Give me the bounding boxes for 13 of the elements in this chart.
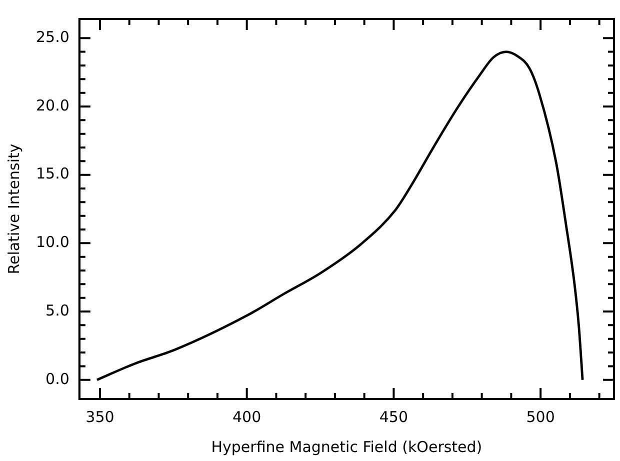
y-axis-title: Relative Intensity	[4, 144, 23, 274]
y-tick-label: 5.0	[46, 301, 70, 320]
y-tick-label: 15.0	[36, 164, 70, 183]
x-axis-title: Hyperfine Magnetic Field (kOersted)	[211, 438, 482, 456]
line-series	[96, 50, 584, 382]
y-tick-label: 10.0	[36, 233, 70, 252]
x-tick-label: 350	[86, 408, 114, 426]
x-tick-label: 450	[379, 408, 408, 426]
x-tick-label: 500	[526, 408, 555, 426]
y-tick-label: 25.0	[36, 28, 70, 46]
x-tick-label: 400	[232, 408, 262, 426]
y-tick-label: 20.0	[36, 96, 70, 114]
y-tick-label: 0.0	[46, 370, 70, 388]
